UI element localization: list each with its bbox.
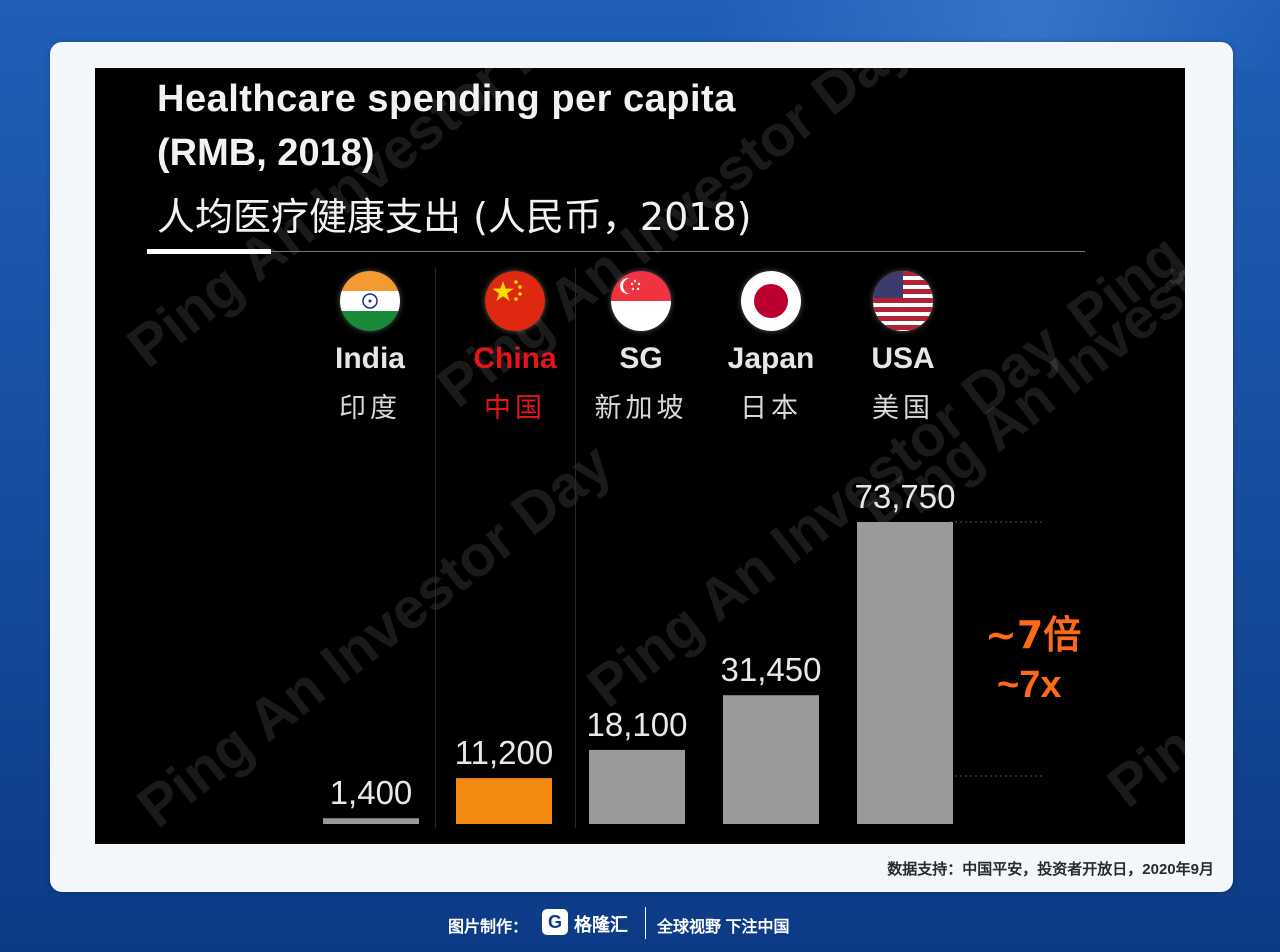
chart-unit: (RMB, 2018) [157,132,375,174]
bar-sg [589,749,685,824]
multiple-annotation-cn: ~7倍 [985,613,1082,657]
country-label-japan-cn: 日本 [740,393,802,424]
country-label-india-cn: 印度 [339,393,401,424]
multiple-annotation-en: ~7x [997,664,1062,706]
value-label-usa: 73,750 [854,478,956,515]
country-label-usa-cn: 美国 [872,393,934,424]
country-label-sg: SG [619,342,663,375]
value-label-china: 11,200 [454,734,554,772]
title-divider [147,251,1085,252]
country-label-china-cn: 中国 [484,393,546,424]
value-label-india: 1,400 [329,774,413,812]
chart-title: Healthcare spending per capita [157,78,736,120]
bar-chart [323,521,1043,824]
footer-divider [645,907,646,939]
bar-china [456,778,552,824]
country-label-japan: Japan [727,342,815,375]
usa-flag-icon [873,271,933,331]
brand-logo-icon: G [542,909,568,935]
bar-india [323,818,419,824]
brand-name: 格隆汇 [574,915,628,935]
title-accent-bar [147,249,271,254]
country-label-india: India [334,342,405,375]
country-label-china: China [473,342,557,375]
chart-slide: Ping An Investor Day Ping An Investor Da… [95,68,1185,844]
value-label-japan: 31,450 [720,651,822,689]
bar-usa [857,522,953,824]
footer-made-by: 图片制作： [448,919,529,936]
footer-slogan: 全球视野 下注中国 [657,919,790,936]
china-flag-icon [485,271,545,331]
country-label-usa: USA [871,342,935,375]
india-flag-icon [340,271,400,331]
source-note: 数据支持：中国平安，投资者开放日，2020年9月 [887,861,1214,878]
country-label-sg-cn: 新加坡 [594,393,688,424]
japan-flag-icon [741,271,801,331]
footer: 图片制作： G 格隆汇 全球视野 下注中国 [0,905,1280,945]
bar-japan [723,695,819,824]
column-separator [435,268,436,828]
column-separator [575,268,576,828]
chart-title-cn: 人均医疗健康支出 (人民币，2018) [157,195,752,239]
value-label-sg: 18,100 [586,705,688,743]
